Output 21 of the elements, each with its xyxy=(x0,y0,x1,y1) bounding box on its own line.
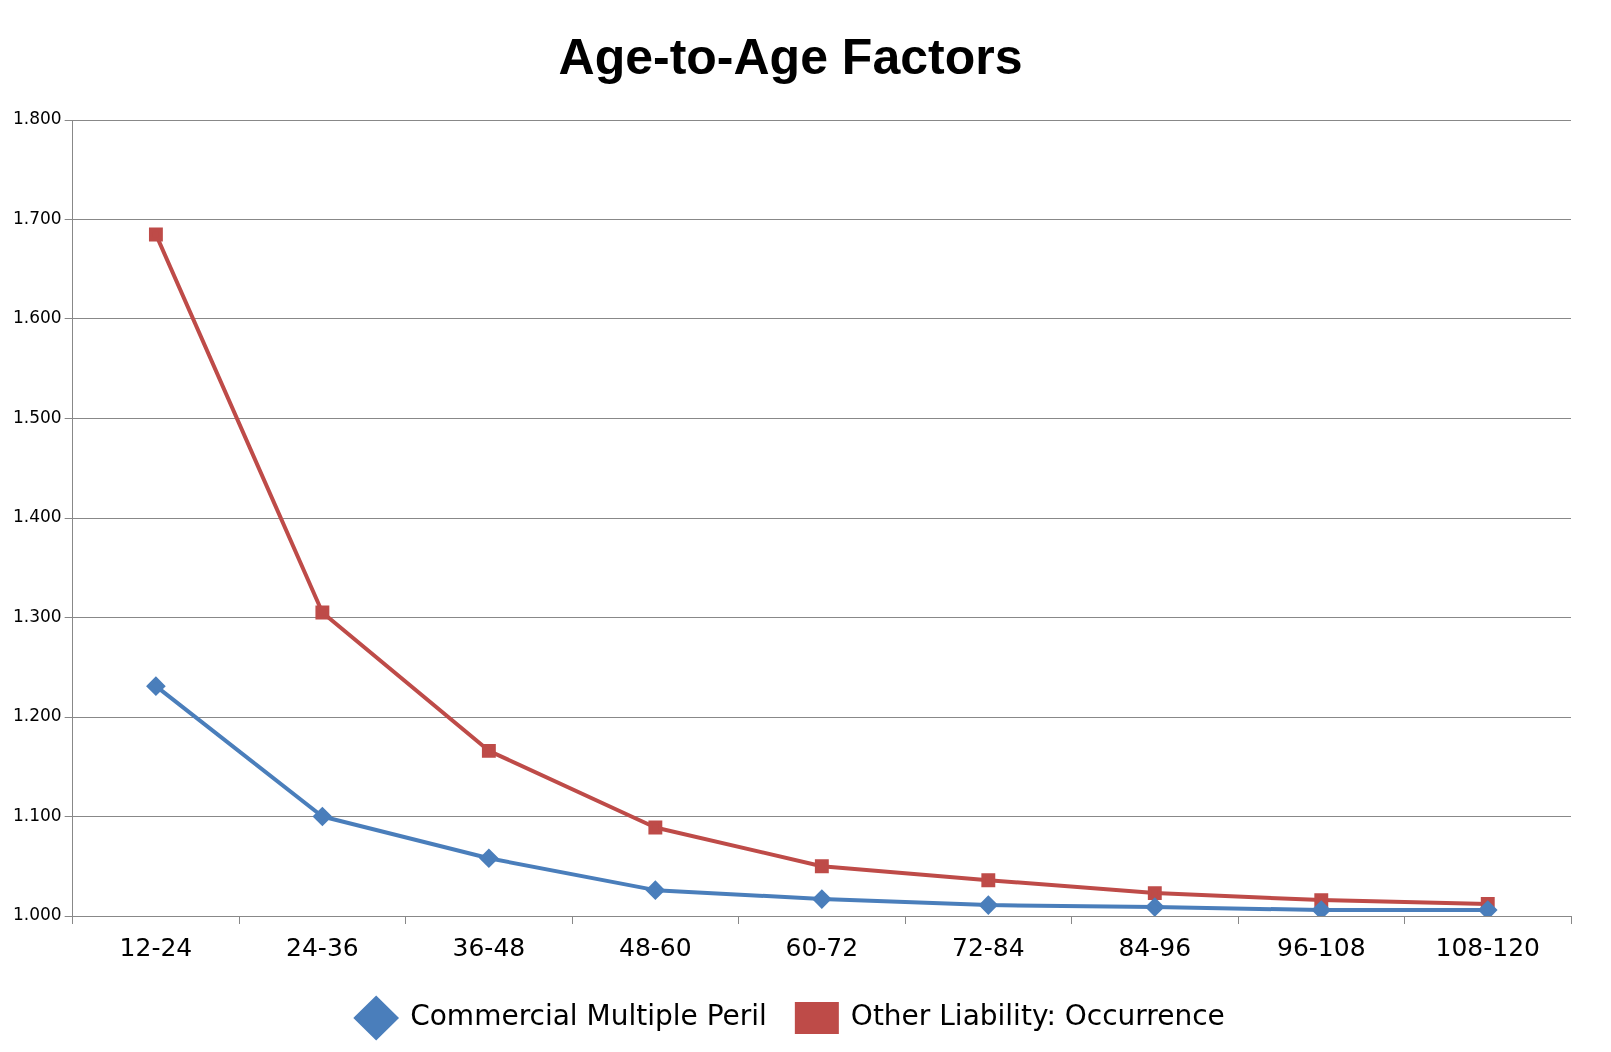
y-tick-label: 1.200 xyxy=(13,705,62,726)
y-tick-label: 1.300 xyxy=(13,605,62,626)
x-tick-label: 60-72 xyxy=(785,932,859,962)
legend-label: Commercial Multiple Peril xyxy=(410,999,767,1033)
x-tick-label: 24-36 xyxy=(286,932,359,962)
x-tick-label: 48-60 xyxy=(619,932,692,962)
x-tick-label: 72-84 xyxy=(951,932,1025,962)
x-tick-label: 36-48 xyxy=(452,932,526,962)
y-tick-label: 1.000 xyxy=(13,904,62,925)
x-tick-label: 84-96 xyxy=(1118,932,1192,962)
y-tick-label: 1.700 xyxy=(13,207,62,228)
y-tick-label: 1.100 xyxy=(13,804,62,825)
chart-title: Age-to-Age Factors xyxy=(558,28,1023,85)
y-tick-label: 1.500 xyxy=(13,406,62,427)
y-tick-label: 1.400 xyxy=(13,506,62,527)
x-tick-label: 108-120 xyxy=(1435,932,1540,962)
y-tick-label: 1.600 xyxy=(13,307,62,328)
x-tick-label: 96-108 xyxy=(1277,932,1366,962)
y-tick-label: 1.800 xyxy=(13,108,62,129)
x-tick-label: 12-24 xyxy=(119,932,193,962)
legend-label: Other Liability: Occurrence xyxy=(850,999,1225,1033)
